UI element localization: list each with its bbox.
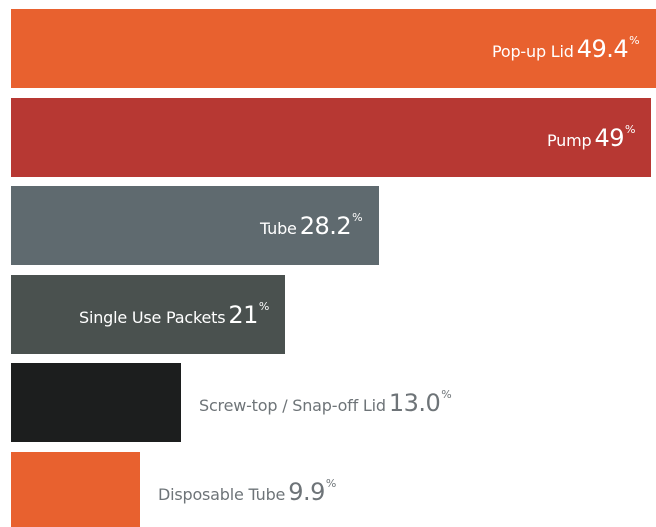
bar-label-2: Tube 28.2% <box>260 211 363 240</box>
percent-sign: % <box>625 123 636 136</box>
bar-4 <box>11 363 181 442</box>
bar-label-5: Disposable Tube 9.9% <box>158 477 337 506</box>
bar-0 <box>11 9 656 88</box>
bar-value-label: 21 <box>228 301 258 329</box>
bar-value-label: 49 <box>594 124 624 152</box>
percent-sign: % <box>325 477 337 490</box>
bar-value-label: 49.4 <box>576 35 629 63</box>
bar-1 <box>11 98 651 177</box>
bar-value-label: 28.2 <box>299 212 352 240</box>
bar-label-1: Pump 49% <box>547 123 636 152</box>
bar-2 <box>11 186 379 265</box>
bar-label-0: Pop-up Lid 49.4% <box>492 34 640 63</box>
bar-3 <box>11 275 285 354</box>
percent-sign: % <box>441 388 452 401</box>
percent-sign: % <box>629 34 640 47</box>
bar-category-label: Pop-up Lid <box>492 42 574 61</box>
bar-category-label: Disposable Tube <box>158 485 286 504</box>
bar-category-label: Tube <box>260 219 297 238</box>
bar-value-label: 9.9 <box>288 478 325 506</box>
bar-category-label: Screw-top / Snap-off Lid <box>199 396 386 415</box>
bar-category-label: Single Use Packets <box>79 308 226 327</box>
bar-label-3: Single Use Packets 21% <box>79 300 270 329</box>
bar-5 <box>11 452 140 527</box>
bar-label-4: Screw-top / Snap-off Lid 13.0% <box>199 388 452 417</box>
bar-value-label: 13.0 <box>388 389 441 417</box>
percent-sign: % <box>258 300 270 313</box>
bar-category-label: Pump <box>547 131 592 150</box>
percent-sign: % <box>352 211 363 224</box>
